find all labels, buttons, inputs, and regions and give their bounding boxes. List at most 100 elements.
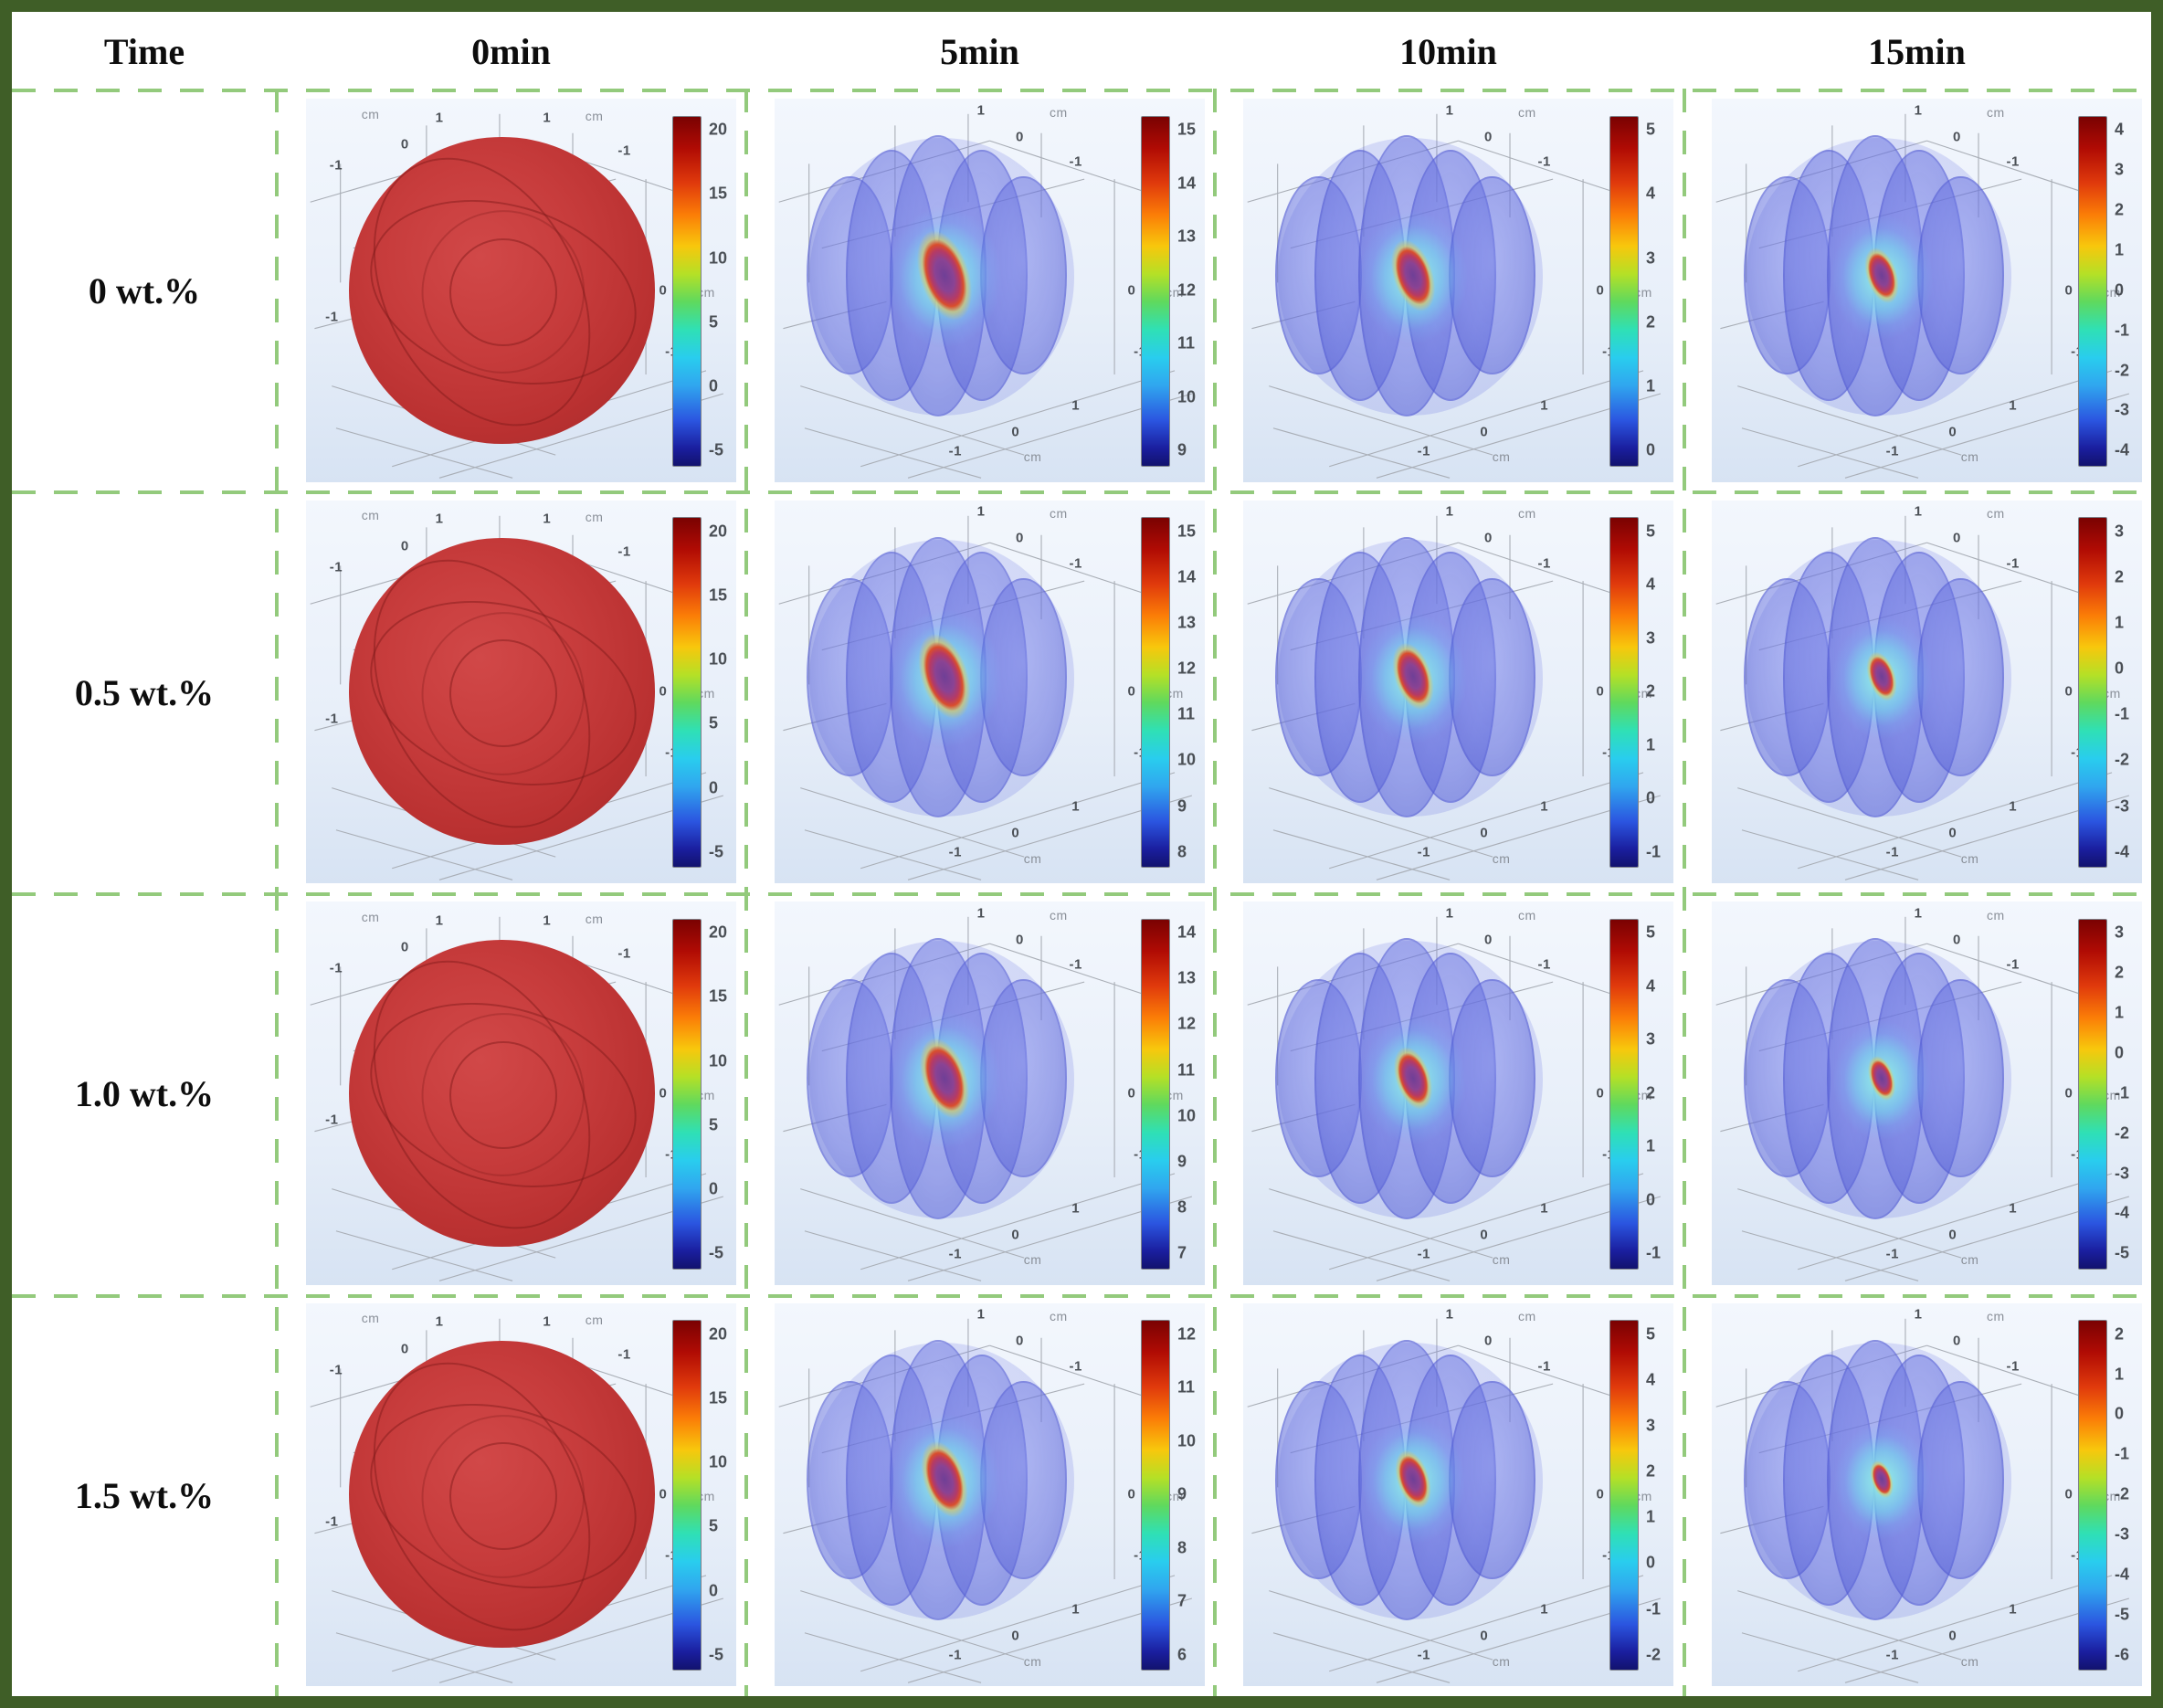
- axis-tick-label: -1: [2006, 1358, 2020, 1375]
- colorbar-tick-label: 15: [1177, 522, 1197, 541]
- axis-tick-label: -1: [329, 1362, 343, 1378]
- colorbar-tick-label: 2: [2115, 567, 2125, 586]
- axis-tick-label: 0: [2064, 282, 2073, 299]
- axis-unit-label: cm: [1987, 907, 2005, 923]
- axis-tick-label: 0: [1127, 282, 1136, 299]
- colorbar-tick-label: -3: [2115, 1164, 2130, 1183]
- colorbar-tick-label: -2: [1646, 1645, 1662, 1664]
- axis-unit-label: cm: [1987, 506, 2005, 522]
- axis-unit-label: cm: [1492, 1252, 1511, 1268]
- axis-tick-label: 0: [1948, 424, 1957, 440]
- colorbar-tick-label: -1: [2115, 321, 2130, 340]
- row-divider: [12, 892, 2151, 896]
- colorbar-tick-label: 0: [2115, 1404, 2125, 1423]
- red-sphere: [349, 939, 655, 1247]
- axis-tick-label: 1: [976, 102, 986, 119]
- axis-tick-label: 1: [1071, 798, 1081, 815]
- axis-tick-label: 0: [1953, 530, 1961, 546]
- axis-tick-label: -1: [617, 1346, 631, 1363]
- axis-unit-label: cm: [1492, 850, 1511, 866]
- colorbar: 15 14 13 12 11 10 9: [1141, 115, 1201, 467]
- colorbar-gradient: [1141, 115, 1170, 467]
- colorbar: 5 4 3 2 1 0 -1 -2: [1609, 1320, 1670, 1671]
- colorbar-tick-label: 1: [1646, 376, 1656, 395]
- axis-unit-label: cm: [1050, 506, 1068, 522]
- axis-tick-label: -1: [1537, 153, 1551, 170]
- lobed-sphere-cluster: [1744, 1334, 2019, 1629]
- axis-tick-label: -1: [1069, 555, 1082, 572]
- colorbar-tick-label: 20: [709, 923, 728, 942]
- colorbar: 14 13 12 11 10 9 8 7: [1141, 918, 1201, 1270]
- axis-unit-label: cm: [1023, 1252, 1042, 1268]
- red-sphere: [349, 1341, 655, 1649]
- axis-tick-label: 0: [1016, 530, 1024, 546]
- colorbar-tick-label: 1: [1646, 1507, 1656, 1526]
- row-label-1.5.: 1.5 wt.%: [12, 1295, 277, 1697]
- axis-tick-label: 1: [1071, 1601, 1081, 1618]
- axis-unit-label: cm: [1023, 850, 1042, 866]
- row-divider: [12, 89, 2151, 92]
- colorbar-tick-label: 12: [1177, 659, 1197, 678]
- colorbar-tick-label: -5: [2115, 1243, 2130, 1262]
- colorbar-tick-label: 4: [2115, 120, 2125, 139]
- colorbar-tick-label: 2: [2115, 963, 2125, 982]
- colorbar-tick-label: 1: [2115, 613, 2125, 632]
- axis-unit-label: cm: [361, 106, 380, 121]
- colorbar-tick-label: -4: [2115, 1565, 2130, 1584]
- colorbar-tick-label: -1: [2115, 1083, 2130, 1102]
- header-col-label: 10min: [1399, 30, 1497, 72]
- colorbar-tick-label: 2: [1646, 312, 1656, 332]
- lobed-sphere-cluster: [807, 531, 1082, 826]
- axis-tick-label: 0: [1480, 1628, 1489, 1644]
- column-divider: [275, 89, 279, 1696]
- axis-tick-label: 0: [1480, 825, 1489, 841]
- colorbar-tick-label: 10: [1177, 750, 1197, 769]
- axis-tick-label: 1: [1914, 503, 1923, 520]
- axis-unit-label: cm: [361, 909, 380, 924]
- colorbar-tick-label: 3: [1646, 248, 1656, 268]
- axis-unit-label: cm: [1492, 1653, 1511, 1669]
- axis-tick-label: 0: [1484, 932, 1493, 948]
- axis-tick-label: -1: [948, 443, 962, 459]
- axis-tick-label: 1: [1540, 397, 1549, 414]
- axis-tick-label: -1: [1537, 555, 1551, 572]
- axis-tick-label: 1: [1445, 503, 1454, 520]
- axis-tick-label: 0: [1127, 1085, 1136, 1102]
- colorbar: 20 15 10 5 0 -5: [672, 517, 733, 869]
- colorbar-tick-label: 13: [1177, 227, 1197, 246]
- axis-unit-label: cm: [1960, 449, 1979, 465]
- colorbar-tick-label: -5: [709, 842, 724, 861]
- colorbar-tick-label: 2: [1646, 1461, 1656, 1481]
- colorbar-tick-label: 5: [1646, 923, 1656, 942]
- colorbar-tick-label: 0: [2115, 280, 2125, 300]
- axis-unit-label: cm: [585, 911, 604, 926]
- colorbar-tick-label: 9: [1177, 796, 1187, 816]
- colorbar-gradient: [672, 918, 702, 1270]
- sphere-wireframe-ring: [449, 639, 558, 748]
- axis-tick-label: 0: [1953, 1333, 1961, 1349]
- axis-unit-label: cm: [1518, 1309, 1536, 1324]
- colorbar-tick-label: -1: [2115, 1444, 2130, 1463]
- axis-tick-label: 1: [1445, 102, 1454, 119]
- colorbar-gradient: [1609, 517, 1639, 869]
- axis-tick-label: -1: [329, 960, 343, 976]
- colorbar-tick-label: 0: [709, 1581, 719, 1600]
- row-label-text: 0 wt.%: [88, 270, 201, 312]
- colorbar-tick-label: 3: [2115, 923, 2125, 942]
- axis-tick-label: 1: [435, 912, 444, 929]
- colorbar-tick-label: 1: [1646, 735, 1656, 754]
- axis-tick-label: 0: [1011, 825, 1020, 841]
- colorbar: 3 2 1 0 -1 -2 -3 -4: [2078, 517, 2138, 869]
